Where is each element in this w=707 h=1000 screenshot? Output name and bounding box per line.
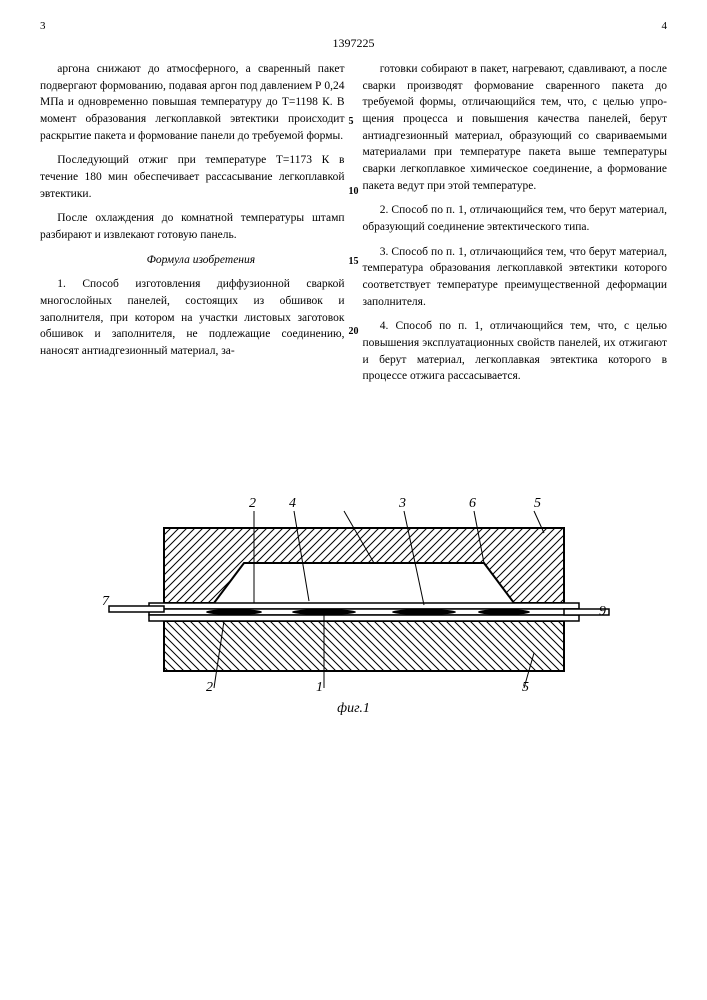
column-left: аргона снижают до атмосферного, а сварен… — [40, 61, 345, 393]
label-5b: 5 — [522, 680, 529, 693]
line-number: 20 — [349, 325, 359, 340]
label-5: 5 — [534, 496, 541, 511]
claim-2: 2. Способ по п. 1, отличающийся тем, что… — [363, 202, 668, 235]
para: После охлаждения до комнатной темпе­рату… — [40, 210, 345, 243]
formula-heading: Формула изобретения — [40, 252, 345, 269]
column-right: 5 10 15 20 готовки собирают в пакет, наг… — [363, 61, 668, 393]
label-2: 2 — [249, 496, 256, 511]
figure-1: 2 4 3 6 5 7 9 1 2 5 фиг.1 — [40, 493, 667, 717]
label-2b: 2 — [206, 680, 213, 693]
label-7: 7 — [102, 594, 110, 609]
label-3: 3 — [398, 496, 406, 511]
claim-1-cont: готовки собирают в пакет, нагревают, сда… — [363, 61, 668, 194]
claim-4: 4. Способ по п. 1, отличающийся тем, что… — [363, 318, 668, 385]
para: аргона снижают до атмосферного, а сварен… — [40, 61, 345, 144]
claim-3: 3. Способ по п. 1, отличающийся тем, что… — [363, 244, 668, 311]
page-num-right: 4 — [662, 20, 668, 32]
label-6: 6 — [469, 496, 476, 511]
page-header: 3 4 — [40, 20, 667, 32]
patent-number: 1397225 — [40, 36, 667, 51]
page: 3 4 1397225 аргона снижают до атмосферно… — [0, 0, 707, 1000]
page-num-left: 3 — [40, 20, 46, 32]
line-number: 10 — [349, 185, 359, 200]
line-number: 15 — [349, 255, 359, 270]
label-4: 4 — [289, 496, 296, 511]
para: Последующий отжиг при температуре Т=1173… — [40, 152, 345, 202]
line-number: 5 — [349, 115, 354, 130]
label-1: 1 — [316, 680, 323, 693]
label-9: 9 — [599, 604, 606, 619]
diagram-svg: 2 4 3 6 5 7 9 1 2 5 — [94, 493, 614, 693]
text-columns: аргона снижают до атмосферного, а сварен… — [40, 61, 667, 393]
claim-1: 1. Способ изготовления диффузионной свар… — [40, 276, 345, 359]
figure-caption: фиг.1 — [40, 701, 667, 717]
